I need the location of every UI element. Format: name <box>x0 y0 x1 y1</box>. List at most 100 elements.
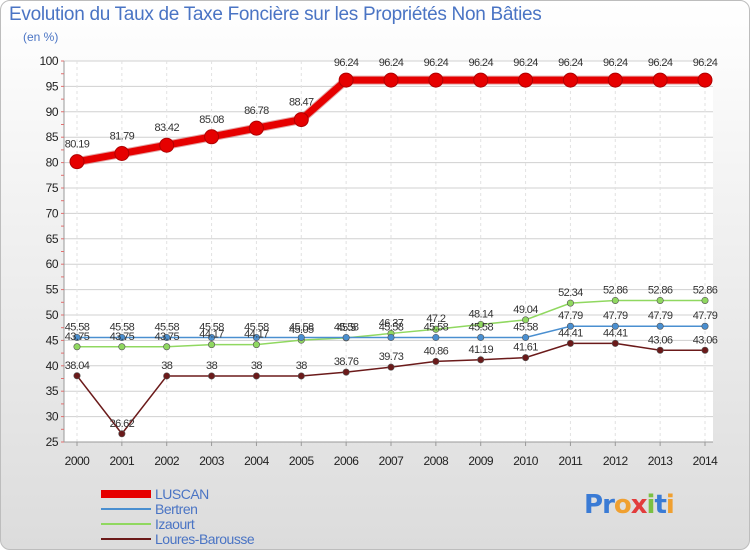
data-label-loures-barousse: 40.86 <box>424 345 449 357</box>
x-tick-label: 2013 <box>648 454 674 468</box>
data-point-luscan <box>607 72 623 88</box>
data-point-bertren <box>701 322 709 330</box>
data-label-loures-barousse: 41.19 <box>468 344 493 356</box>
data-point-bertren <box>252 333 260 341</box>
data-point-loures-barousse <box>252 372 260 380</box>
logo-letter: t <box>654 490 666 520</box>
plot-area <box>64 61 713 442</box>
data-label-izaourt: 45.5 <box>337 322 356 334</box>
data-label-izaourt: 52.34 <box>558 287 583 299</box>
data-label-luscan: 96.24 <box>334 57 359 69</box>
data-label-loures-barousse: 43.06 <box>648 334 673 346</box>
data-label-loures-barousse: 43.06 <box>693 334 718 346</box>
data-point-luscan <box>697 72 713 88</box>
data-label-izaourt: 52.86 <box>603 284 628 296</box>
data-label-luscan: 96.24 <box>468 57 493 69</box>
data-label-bertren: 47.79 <box>558 310 583 322</box>
data-point-luscan <box>114 146 130 162</box>
data-label-bertren: 45.58 <box>244 321 269 333</box>
data-point-loures-barousse <box>208 372 216 380</box>
data-label-loures-barousse: 44.41 <box>603 327 628 339</box>
data-label-loures-barousse: 38.04 <box>65 360 90 372</box>
x-tick-label: 2009 <box>468 454 494 468</box>
logo-letter: P <box>584 490 603 520</box>
y-tick-label: 30 <box>46 410 59 424</box>
data-label-luscan: 96.24 <box>603 57 628 69</box>
data-label-luscan: 88.47 <box>289 97 314 109</box>
y-tick-label: 35 <box>46 384 59 398</box>
data-point-loures-barousse <box>297 372 305 380</box>
data-point-bertren <box>208 333 216 341</box>
data-point-luscan <box>518 72 534 88</box>
data-point-izaourt <box>522 316 530 324</box>
data-label-izaourt: 45.05 <box>289 324 314 336</box>
data-point-loures-barousse <box>118 430 126 438</box>
data-point-loures-barousse <box>611 339 619 347</box>
x-tick-label: 2006 <box>334 454 360 468</box>
data-point-izaourt <box>566 299 574 307</box>
data-label-luscan: 96.24 <box>648 57 673 69</box>
data-point-loures-barousse <box>342 368 350 376</box>
y-tick-label: 55 <box>46 283 59 297</box>
data-label-bertren: 47.79 <box>603 310 628 322</box>
data-point-luscan <box>338 72 354 88</box>
data-point-bertren <box>566 322 574 330</box>
legend-label: LUSCAN <box>155 486 209 502</box>
data-point-loures-barousse <box>656 346 664 354</box>
x-tick-label: 2001 <box>110 454 136 468</box>
data-point-izaourt <box>163 343 171 351</box>
data-point-luscan <box>652 72 668 88</box>
data-label-luscan: 85.08 <box>199 114 224 126</box>
x-tick-label: 2007 <box>379 454 405 468</box>
data-point-luscan <box>383 72 399 88</box>
data-label-izaourt: 43.75 <box>65 331 90 343</box>
data-point-loures-barousse <box>432 357 440 365</box>
unit-label: (en %) <box>23 30 59 44</box>
logo-letter: o <box>613 490 632 520</box>
data-label-bertren: 45.58 <box>424 321 449 333</box>
data-point-izaourt <box>611 296 619 304</box>
data-point-loures-barousse <box>73 372 81 380</box>
data-point-izaourt <box>118 343 126 351</box>
data-label-bertren: 45.58 <box>65 321 90 333</box>
data-label-loures-barousse: 41.61 <box>513 342 538 354</box>
data-label-bertren: 47.79 <box>693 310 718 322</box>
y-tick-label: 100 <box>39 54 58 68</box>
y-tick-label: 85 <box>46 130 59 144</box>
data-point-luscan <box>159 137 175 153</box>
x-tick-label: 2005 <box>289 454 315 468</box>
data-label-izaourt: 48.14 <box>468 308 493 320</box>
x-tick-label: 2011 <box>559 454 584 468</box>
data-label-luscan: 96.24 <box>558 57 583 69</box>
logo-letter: i <box>665 490 675 520</box>
data-point-loures-barousse <box>701 346 709 354</box>
data-label-bertren: 47.79 <box>648 310 673 322</box>
data-point-loures-barousse <box>566 339 574 347</box>
data-point-izaourt <box>477 320 485 328</box>
data-label-bertren: 45.58 <box>468 321 493 333</box>
data-point-luscan <box>293 112 309 128</box>
data-point-izaourt <box>701 296 709 304</box>
data-point-bertren <box>73 333 81 341</box>
y-tick-label: 45 <box>46 333 59 347</box>
legend-label: Izaourt <box>155 516 195 532</box>
data-label-bertren: 45.58 <box>154 321 179 333</box>
data-point-loures-barousse <box>163 372 171 380</box>
logo-letter: x <box>630 490 648 520</box>
data-point-luscan <box>473 72 489 88</box>
data-label-izaourt: 43.75 <box>154 331 179 343</box>
data-label-luscan: 81.79 <box>110 131 135 143</box>
data-point-izaourt <box>656 296 664 304</box>
x-tick-label: 2008 <box>424 454 450 468</box>
data-label-loures-barousse: 26.62 <box>110 418 135 430</box>
data-label-izaourt: 44.17 <box>199 329 224 341</box>
legend-label: Loures-Barousse <box>155 531 255 547</box>
data-point-bertren <box>522 333 530 341</box>
data-label-bertren: 45.58 <box>513 321 538 333</box>
x-tick-label: 2000 <box>65 454 91 468</box>
data-point-izaourt <box>432 325 440 333</box>
data-label-bertren: 45.58 <box>110 321 135 333</box>
proxiti-logo: Proxiti <box>584 490 675 520</box>
data-label-loures-barousse: 38.76 <box>334 356 359 368</box>
y-tick-label: 60 <box>46 257 59 271</box>
